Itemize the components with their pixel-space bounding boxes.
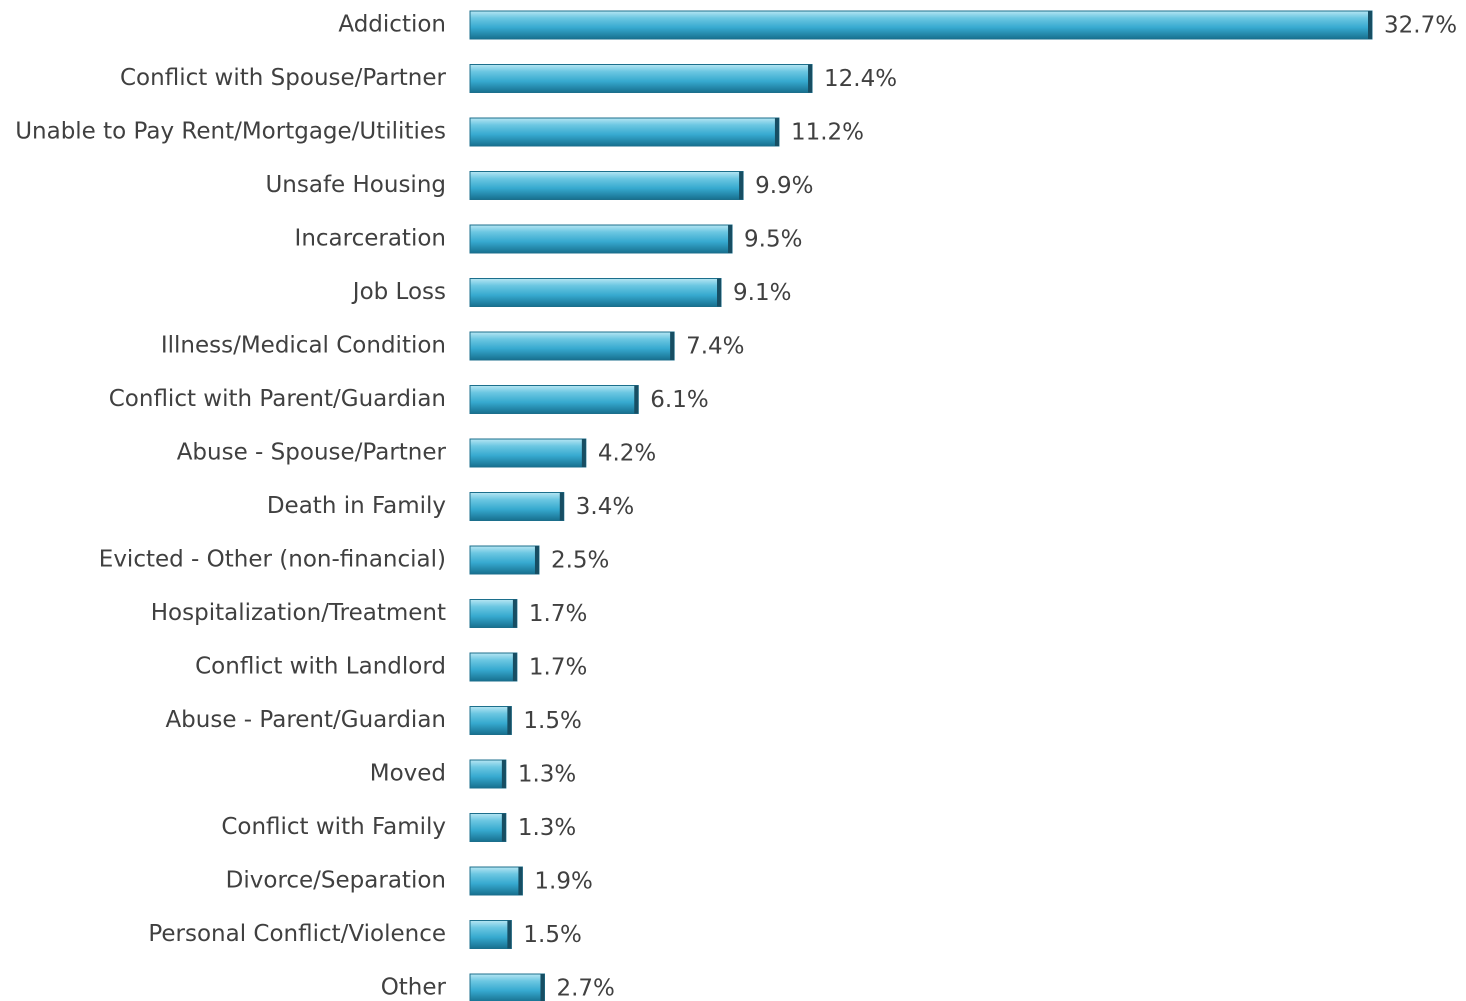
- bar: [469, 866, 523, 896]
- bar-edge: [507, 920, 512, 949]
- category-label: Conflict with Landlord: [195, 654, 446, 680]
- bar-edge: [739, 171, 744, 200]
- category-label: Addiction: [338, 12, 446, 38]
- value-label: 1.5%: [523, 708, 581, 734]
- bar: [469, 813, 507, 842]
- value-label: 2.7%: [556, 976, 614, 1001]
- value-label: 7.4%: [686, 334, 744, 360]
- bar: [469, 652, 518, 682]
- bar-edge: [501, 760, 506, 788]
- value-label: 9.5%: [744, 227, 802, 253]
- category-label: Incarceration: [295, 226, 446, 252]
- category-label: Job Loss: [351, 279, 446, 305]
- category-label: Abuse - Parent/Guardian: [165, 707, 446, 733]
- bar-edge: [808, 64, 813, 93]
- bar: [469, 10, 1373, 40]
- category-label: Unsafe Housing: [265, 172, 446, 198]
- bar-edge: [512, 599, 517, 628]
- value-label: 9.1%: [733, 280, 791, 306]
- category-label: Conflict with Parent/Guardian: [109, 386, 446, 412]
- bar: [469, 599, 518, 628]
- value-label: 12.4%: [824, 66, 897, 92]
- bar: [469, 385, 639, 414]
- value-label: 1.3%: [518, 815, 576, 841]
- bar: [469, 117, 780, 147]
- bar: [469, 920, 512, 949]
- value-label: 1.9%: [534, 869, 592, 895]
- bar-edge: [774, 118, 779, 146]
- bar-edge: [581, 439, 586, 467]
- bar-edge: [507, 706, 512, 735]
- value-label: 32.7%: [1384, 13, 1457, 39]
- value-label: 1.3%: [518, 762, 576, 788]
- bar: [469, 224, 733, 254]
- bar: [469, 171, 744, 200]
- category-label: Conflict with Spouse/Partner: [120, 65, 447, 91]
- bar-edge: [518, 867, 523, 895]
- bar: [469, 973, 545, 1001]
- bar-edge: [540, 974, 545, 1001]
- bar-edge: [670, 332, 675, 360]
- bar-edge: [717, 278, 722, 307]
- bar-edge: [728, 225, 733, 253]
- bar: [469, 706, 512, 735]
- category-label: Personal Conflict/Violence: [148, 921, 446, 947]
- bar: [469, 492, 565, 521]
- value-label: 3.4%: [576, 494, 634, 520]
- bar-edge: [534, 546, 539, 574]
- value-label: 2.5%: [551, 548, 609, 574]
- bar: [469, 438, 587, 468]
- bar: [469, 759, 507, 789]
- bar-edge: [559, 492, 564, 521]
- value-label: 1.7%: [529, 655, 587, 681]
- bar-edge: [634, 385, 639, 414]
- category-label: Evicted - Other (non-financial): [99, 547, 446, 573]
- category-label: Divorce/Separation: [226, 868, 446, 894]
- bar-edge: [501, 813, 506, 842]
- value-label: 9.9%: [755, 173, 813, 199]
- category-label: Hospitalization/Treatment: [151, 600, 446, 626]
- value-label: 1.5%: [523, 922, 581, 948]
- value-label: 11.2%: [791, 120, 864, 146]
- category-label: Unable to Pay Rent/Mortgage/Utilities: [15, 119, 446, 145]
- category-label: Abuse - Spouse/Partner: [177, 440, 447, 466]
- value-label: 1.7%: [529, 601, 587, 627]
- value-label: 6.1%: [650, 387, 708, 413]
- category-label: Moved: [370, 761, 446, 787]
- bar: [469, 545, 540, 575]
- category-label: Illness/Medical Condition: [161, 333, 446, 359]
- bar-edge: [512, 653, 517, 681]
- bar: [469, 331, 675, 361]
- category-label: Death in Family: [267, 493, 446, 519]
- bar: [469, 64, 813, 93]
- category-label: Conflict with Family: [221, 814, 446, 840]
- category-label: Other: [381, 975, 447, 1001]
- bar-edge: [1368, 11, 1372, 39]
- value-label: 4.2%: [598, 441, 656, 467]
- bar: [469, 278, 722, 307]
